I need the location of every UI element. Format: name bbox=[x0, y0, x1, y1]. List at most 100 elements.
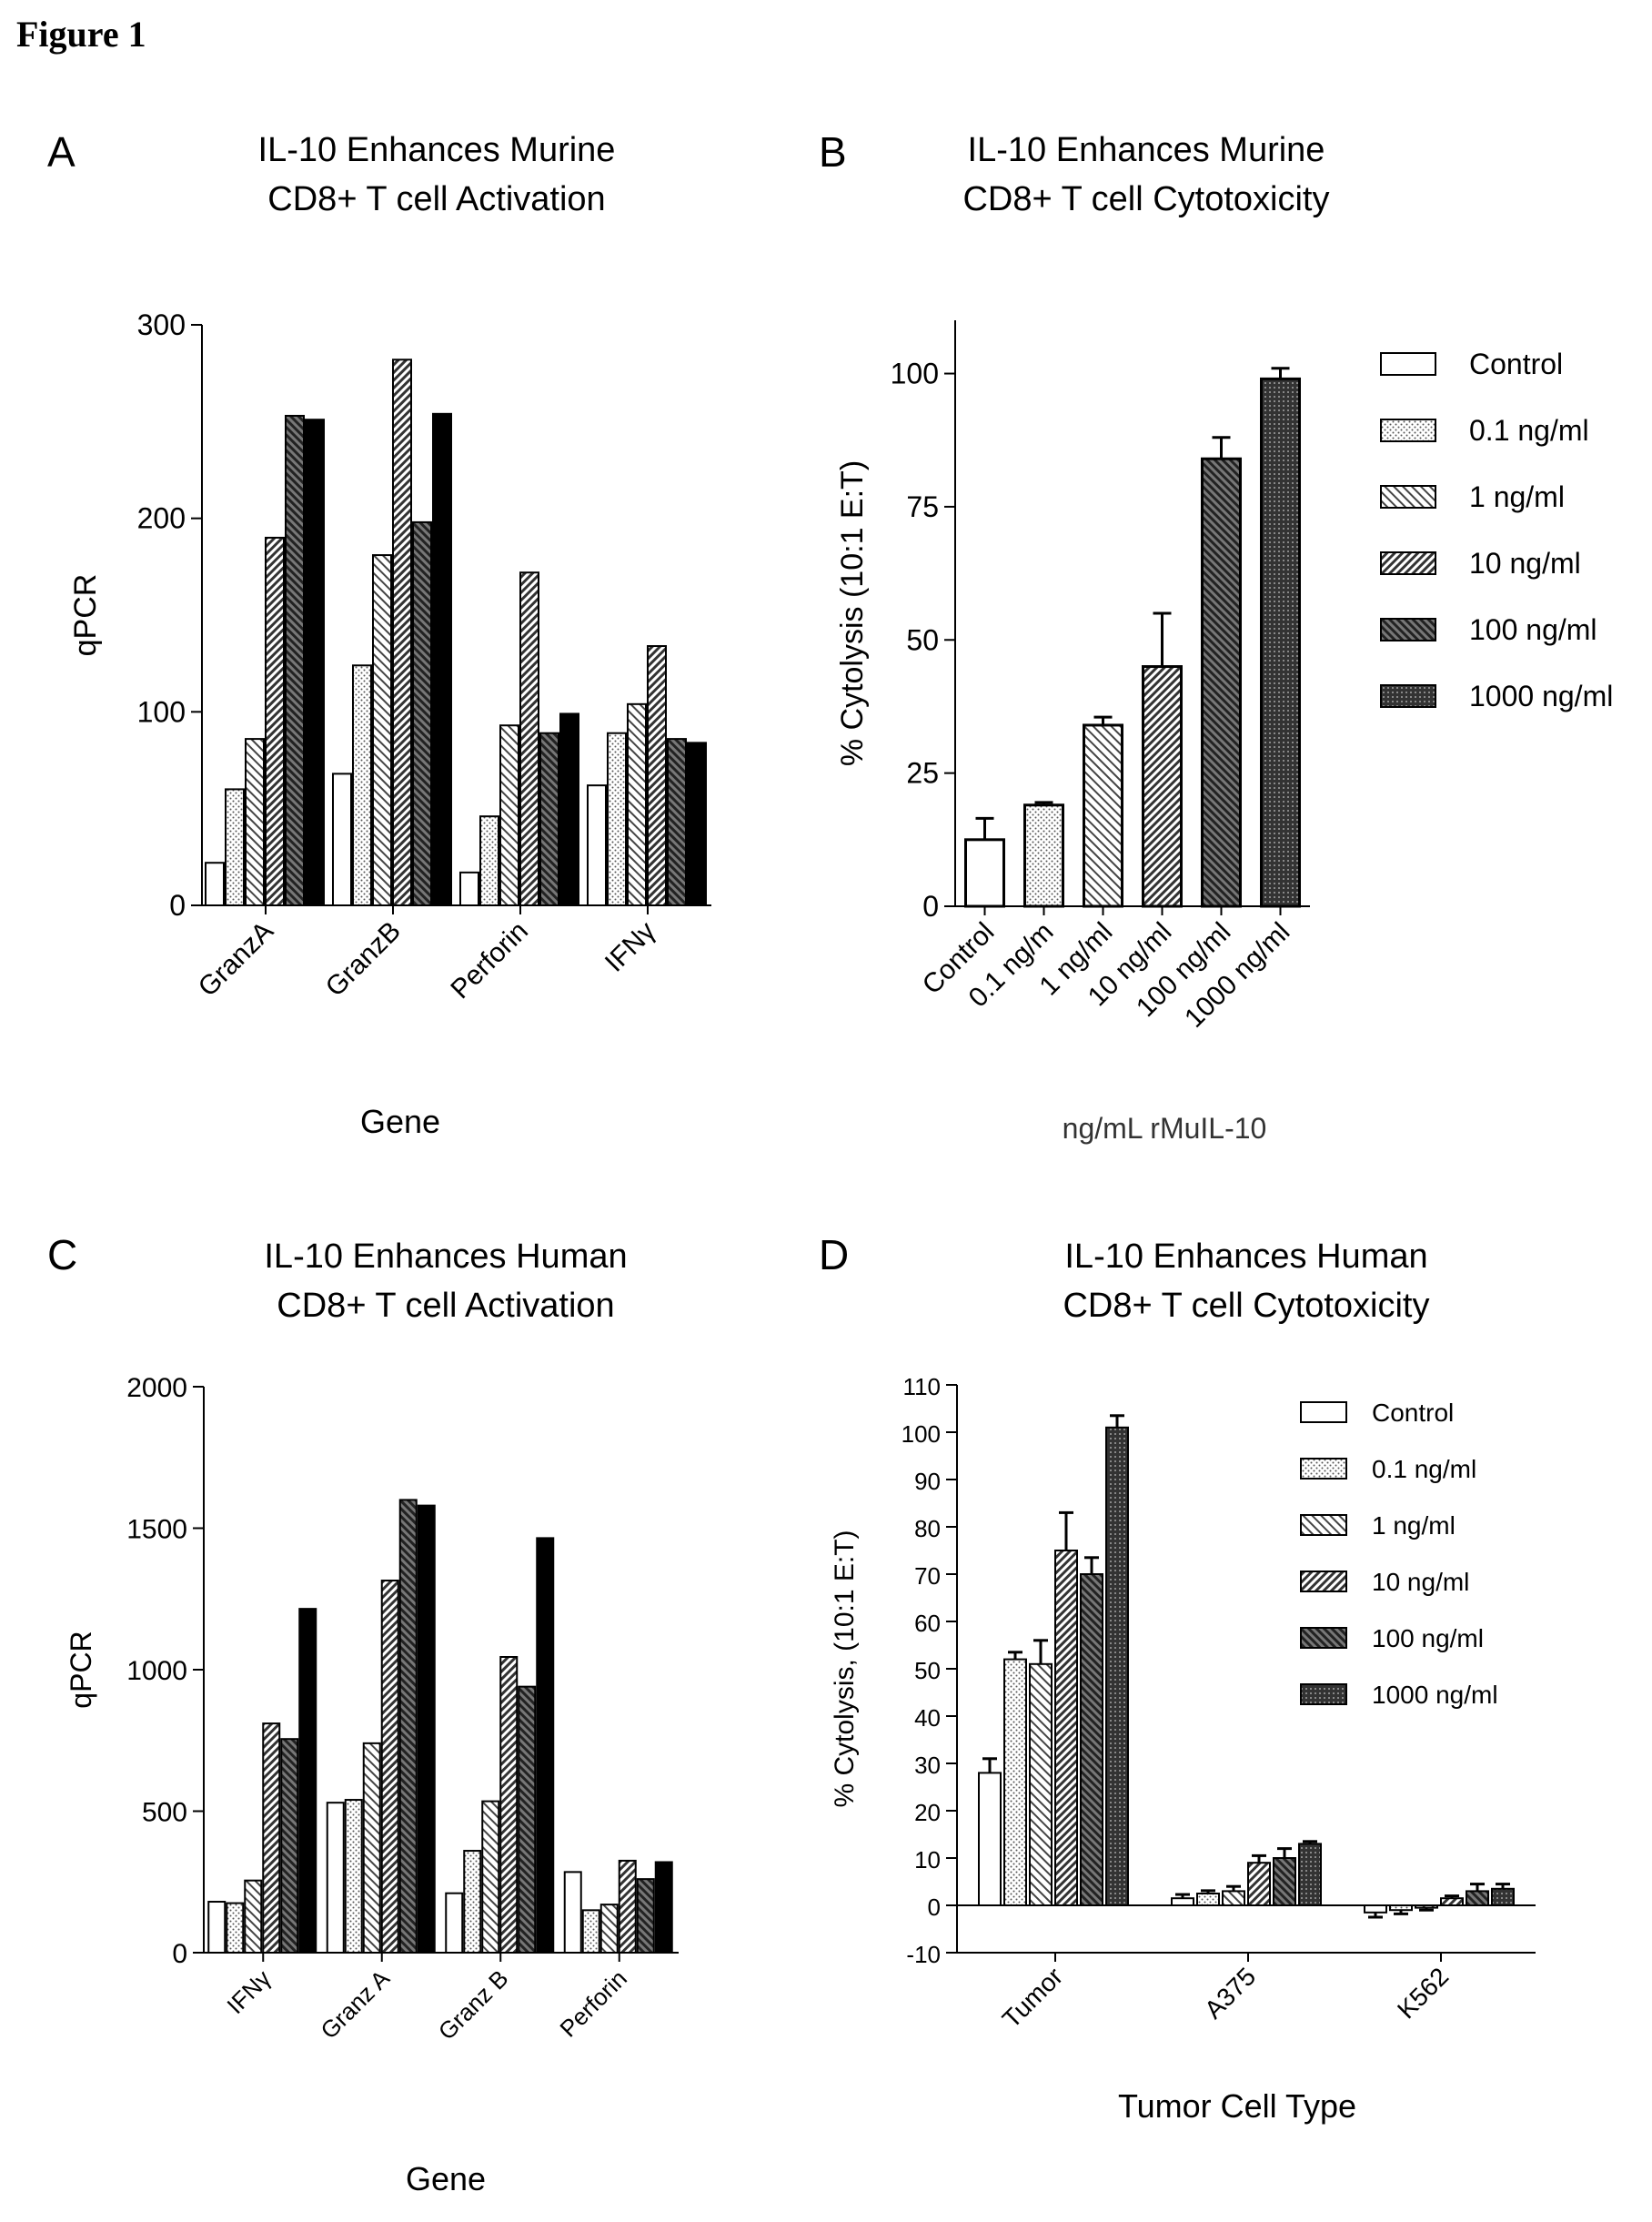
legend-swatch bbox=[1300, 1458, 1347, 1480]
bar bbox=[417, 1504, 436, 1954]
legend-label: 10 ng/ml bbox=[1469, 547, 1581, 580]
bar bbox=[964, 838, 1005, 908]
bar bbox=[326, 1802, 345, 1954]
bar bbox=[1142, 665, 1183, 908]
bar bbox=[1298, 1843, 1322, 1907]
panel-letter-b: B bbox=[819, 128, 847, 176]
bar bbox=[207, 1901, 227, 1954]
chart-title-a-line-2: CD8+ T cell Activation bbox=[267, 180, 606, 218]
bar bbox=[1029, 1662, 1053, 1906]
bar bbox=[205, 862, 225, 906]
chart-b-svg: 0 25 50 75 100 % Cytolysis (10:1 E:T) Control 0… bbox=[835, 320, 1613, 1034]
y-tick-label: 110 bbox=[903, 1373, 941, 1400]
x-tick-label: A375 bbox=[1199, 1962, 1261, 2024]
x-tick-label: IFNγ bbox=[221, 1964, 276, 2019]
bar bbox=[519, 571, 539, 906]
legend-label: 1000 ng/ml bbox=[1469, 680, 1613, 712]
bar bbox=[978, 1772, 1002, 1907]
bar bbox=[654, 1861, 673, 1954]
bar bbox=[1201, 457, 1242, 908]
bar bbox=[1273, 1857, 1296, 1906]
bar bbox=[1491, 1887, 1515, 1906]
y-tick-label: 100 bbox=[137, 695, 186, 728]
y-axis-label: qPCR bbox=[65, 1631, 97, 1708]
bar bbox=[1389, 1904, 1413, 1912]
bar bbox=[380, 1580, 399, 1954]
bar bbox=[1466, 1890, 1489, 1907]
x-tick-label: Tumor bbox=[997, 1962, 1068, 2033]
bar bbox=[445, 1892, 464, 1954]
y-tick-label: 60 bbox=[914, 1610, 941, 1637]
bar bbox=[481, 1800, 500, 1954]
chart-title-b-line-1: IL-10 Enhances Murine bbox=[967, 131, 1325, 169]
bar bbox=[1222, 1890, 1245, 1907]
x-tick-label: GranzB bbox=[320, 916, 407, 1003]
bar bbox=[479, 815, 499, 907]
legend-label: 0.1 ng/ml bbox=[1372, 1455, 1476, 1483]
y-tick-label: 10 bbox=[914, 1846, 941, 1874]
bar bbox=[352, 664, 372, 906]
bar bbox=[587, 784, 607, 906]
legend-swatch bbox=[1380, 485, 1436, 509]
bar bbox=[1415, 1904, 1438, 1909]
chart-title-d: IL-10 Enhances Human CD8+ T cell Cytotox… bbox=[964, 1232, 1528, 1330]
bar bbox=[559, 712, 579, 907]
bar bbox=[305, 419, 325, 906]
y-axis-label: % Cytolysis (10:1 E:T) bbox=[835, 460, 870, 766]
bar bbox=[280, 1738, 299, 1954]
bar bbox=[225, 788, 245, 907]
bar bbox=[1247, 1862, 1271, 1907]
y-tick-label: 100 bbox=[902, 1420, 941, 1448]
bar bbox=[536, 1537, 555, 1954]
bar bbox=[563, 1871, 582, 1954]
legend-label: Control bbox=[1372, 1399, 1454, 1427]
y-tick-label: -10 bbox=[906, 1941, 941, 1968]
bar bbox=[1083, 723, 1123, 908]
bar bbox=[607, 732, 627, 907]
bar bbox=[1440, 1897, 1464, 1907]
bar bbox=[398, 1499, 418, 1954]
bar bbox=[298, 1608, 317, 1954]
x-tick-label: GranzA bbox=[193, 916, 279, 1003]
legend-label: 1 ng/ml bbox=[1372, 1511, 1456, 1540]
chart-title-a: IL-10 Enhances Murine CD8+ T cell Activa… bbox=[155, 126, 719, 224]
figure-title: Figure 1 bbox=[16, 14, 146, 55]
chart-d-svg: -10 0 10 20 30 40 50 60 70 80 90 100 110 % Cytolysis,… bbox=[830, 1373, 1536, 2034]
chart-title-b-line-2: CD8+ T cell Cytotoxicity bbox=[962, 180, 1330, 218]
bar bbox=[459, 871, 479, 907]
y-tick-label: 0 bbox=[169, 889, 186, 922]
legend-swatch bbox=[1300, 1514, 1347, 1536]
chart-title-c-line-1: IL-10 Enhances Human bbox=[264, 1237, 628, 1276]
bar bbox=[499, 1656, 519, 1954]
x-tick-label: Granz A bbox=[315, 1964, 395, 2045]
chart-title-b: IL-10 Enhances Murine CD8+ T cell Cytoto… bbox=[864, 126, 1428, 224]
y-axis-label: qPCR bbox=[68, 574, 103, 657]
bar bbox=[647, 645, 667, 906]
y-tick-label: 40 bbox=[914, 1704, 941, 1732]
legend-swatch bbox=[1300, 1627, 1347, 1649]
chart-panel-a: A IL-10 Enhances Murine CD8+ T cell Acti… bbox=[0, 0, 819, 1183]
bar bbox=[627, 702, 647, 906]
x-axis-label-b: ng/mL rMuIL-10 bbox=[1062, 1112, 1267, 1145]
bar bbox=[1196, 1893, 1220, 1906]
bar bbox=[285, 414, 305, 907]
chart-title-c: IL-10 Enhances Human CD8+ T cell Activat… bbox=[164, 1232, 728, 1330]
bar bbox=[244, 1879, 263, 1954]
bar bbox=[265, 536, 285, 907]
y-axis-label: % Cytolysis, (10:1 E:T) bbox=[830, 1530, 860, 1807]
legend-label: 1 ng/ml bbox=[1469, 480, 1565, 513]
bar bbox=[518, 1685, 537, 1954]
legend-swatch bbox=[1300, 1683, 1347, 1705]
bar bbox=[463, 1850, 482, 1954]
bar bbox=[1364, 1904, 1387, 1914]
legend-swatch bbox=[1380, 618, 1436, 641]
x-tick-label: Granz B bbox=[433, 1964, 514, 2045]
bar bbox=[499, 724, 519, 906]
y-tick-label: 1500 bbox=[126, 1515, 187, 1545]
bar bbox=[618, 1859, 637, 1954]
bar bbox=[245, 738, 265, 907]
panel-letter-c: C bbox=[47, 1231, 78, 1278]
chart-panel-b: B IL-10 Enhances Murine CD8+ T cell Cyto… bbox=[819, 0, 1652, 1183]
x-tick-label: IFNγ bbox=[599, 916, 661, 978]
y-tick-label: 300 bbox=[137, 308, 186, 341]
